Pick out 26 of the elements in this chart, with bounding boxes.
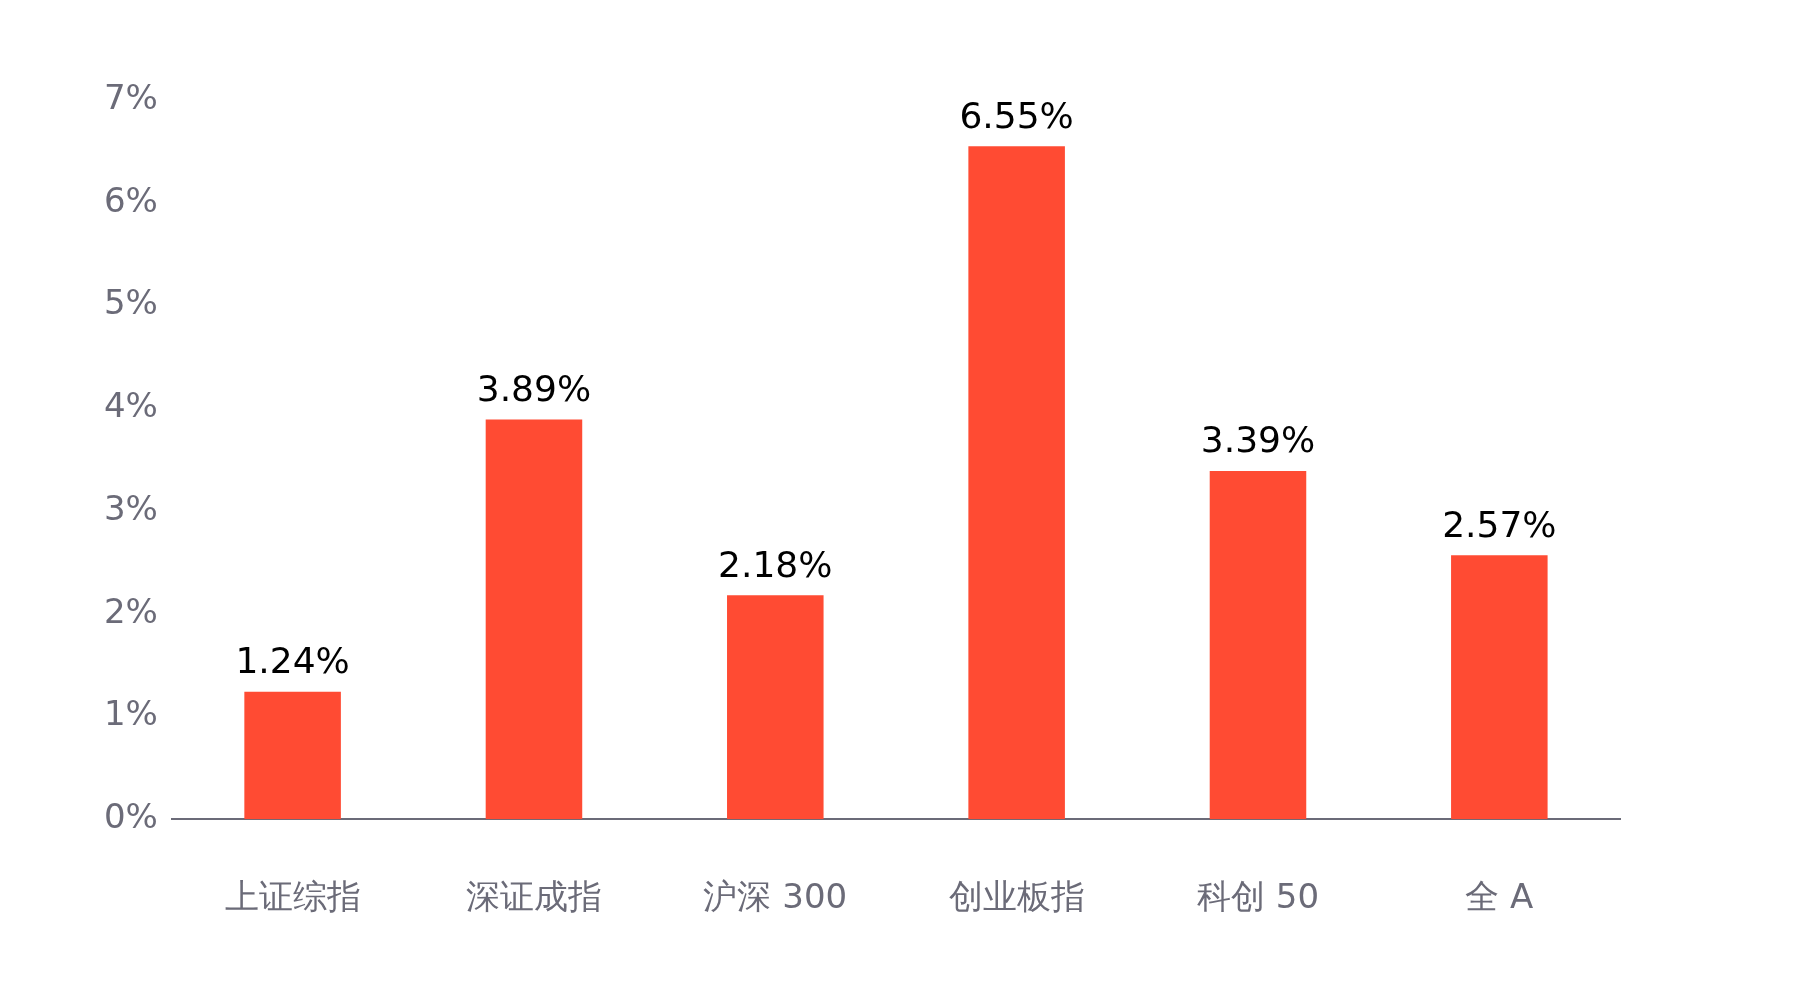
data-label: 2.18% [718, 543, 833, 585]
y-tick-label: 0% [103, 796, 158, 837]
y-tick-label: 2% [103, 590, 158, 631]
y-tick-label: 4% [103, 385, 158, 426]
data-label: 6.55% [959, 94, 1074, 136]
x-tick-label: 深证成指 [465, 876, 602, 917]
y-tick-label: 3% [103, 487, 158, 528]
y-tick-label: 5% [103, 282, 158, 323]
y-tick-label: 1% [103, 693, 158, 734]
bar [1451, 555, 1548, 820]
data-label: 3.39% [1200, 419, 1316, 461]
x-tick-label: 沪深 300 [703, 876, 848, 917]
x-tick-label: 全 A [1465, 876, 1534, 917]
data-label: 1.24% [235, 640, 350, 682]
data-label: 2.57% [1442, 503, 1557, 545]
bar [485, 419, 583, 820]
bar [244, 691, 341, 820]
bar [727, 595, 824, 820]
x-tick-label: 科创 50 [1196, 876, 1320, 917]
bar [1209, 470, 1307, 820]
x-tick-label: 上证综指 [224, 876, 361, 917]
y-tick-label: 7% [103, 76, 158, 117]
data-label: 3.89% [476, 367, 592, 409]
bar [968, 146, 1065, 820]
y-tick-label: 6% [103, 179, 158, 220]
x-tick-label: 创业板指 [948, 876, 1085, 917]
